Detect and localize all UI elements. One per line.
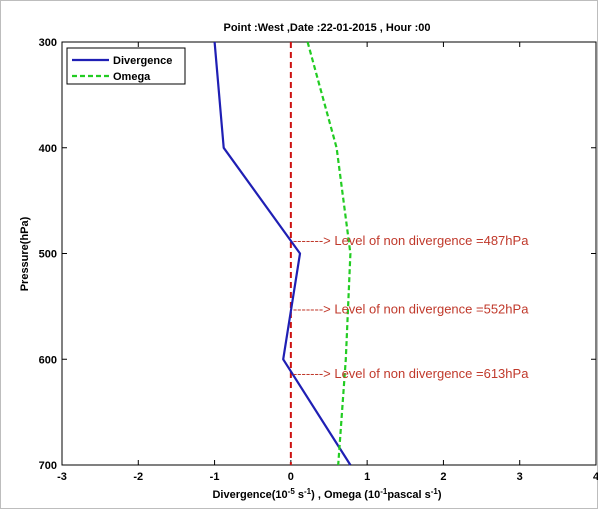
x-tick-label: -1 [210, 471, 220, 483]
plot-area [62, 42, 596, 465]
annotation-label: -------> Level of non divergence =552hPa [293, 301, 529, 316]
x-tick-label: 1 [364, 471, 370, 483]
y-tick-label: 700 [39, 460, 57, 472]
y-tick-label: 600 [39, 354, 57, 366]
x-tick-label: -3 [57, 471, 67, 483]
legend-omega-label: Omega [113, 71, 151, 83]
y-axis-label: Pressure(hPa) [19, 216, 31, 291]
y-tick-label: 300 [39, 37, 57, 49]
x-tick-label: -2 [133, 471, 143, 483]
y-tick-label: 400 [39, 143, 57, 155]
y-tick-label: 500 [39, 249, 57, 261]
annotation-label: -------> Level of non divergence =487hPa [293, 233, 529, 248]
x-tick-label: 0 [288, 471, 294, 483]
x-tick-label: 2 [440, 471, 446, 483]
annotation-label: -------> Level of non divergence =613hPa [293, 366, 529, 381]
chart-title: Point :West ,Date :22-01-2015 , Hour :00 [223, 22, 430, 34]
x-tick-label: 3 [517, 471, 523, 483]
x-axis-label: Divergence(10-5 s-1) , Omega (10-1pascal… [212, 487, 441, 501]
x-tick-label: 4 [593, 471, 598, 483]
legend: Divergence Omega [67, 48, 185, 84]
legend-divergence-label: Divergence [113, 55, 172, 67]
